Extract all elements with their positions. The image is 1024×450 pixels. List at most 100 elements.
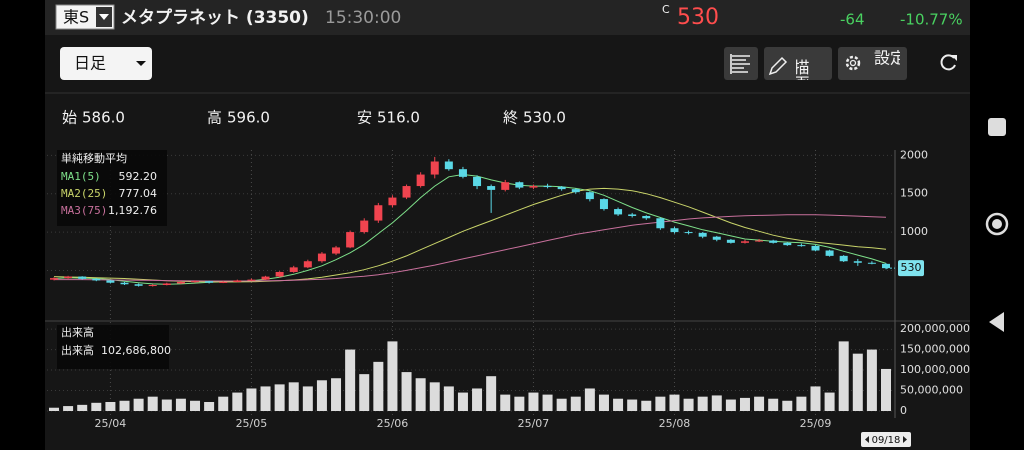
candle-body <box>811 245 820 251</box>
volume-bar <box>204 401 215 411</box>
legend-value: 777.04 <box>119 187 158 200</box>
ohlc-value: 530.0 <box>523 109 566 127</box>
volume-bar <box>147 396 158 411</box>
price: 530 <box>677 5 719 30</box>
chart: 500100015002000050,000,000100,000,000150… <box>45 148 970 447</box>
legend-name: MA1(5) <box>61 170 101 183</box>
candle-body <box>839 255 848 262</box>
ohlc-row: 始 586.0 高 596.0 安 516.0 終 530.0 <box>62 109 566 127</box>
candle-body <box>233 280 242 282</box>
volume-tick-label: 0 <box>900 404 907 417</box>
nav-home[interactable] <box>985 212 1009 236</box>
volume-bar <box>556 398 567 411</box>
volume-bar <box>697 396 708 411</box>
volume-bar <box>514 396 525 411</box>
volume-bar <box>810 386 821 411</box>
settings-button[interactable]: 設定 <box>838 47 907 80</box>
volume-bar <box>415 378 426 411</box>
draw-button[interactable]: 描画 <box>764 47 832 91</box>
ohlc-label: 始 <box>62 109 77 127</box>
nav-back[interactable] <box>989 312 1004 332</box>
candle-body <box>64 276 73 279</box>
candle-body <box>374 205 383 221</box>
candle-body <box>78 276 87 279</box>
volume-bar <box>302 386 313 411</box>
candle-body <box>275 271 284 277</box>
refresh-arrow <box>951 55 957 61</box>
volume-title: 出来高 <box>61 325 94 339</box>
volume-bar <box>105 401 116 411</box>
candle-body <box>797 245 806 247</box>
volume-total: 102,686,800 <box>101 344 171 357</box>
volume-name: 出来高 <box>61 343 94 357</box>
volume-bar <box>387 341 398 411</box>
ohlc-label: 安 <box>357 109 372 127</box>
volume-bar <box>683 398 694 411</box>
candle-body <box>882 263 890 269</box>
volume-bar <box>77 404 88 411</box>
candle-body <box>585 192 594 200</box>
volume-bar <box>429 382 440 411</box>
candle-body <box>670 228 679 233</box>
candle-body <box>740 241 749 243</box>
candle-body <box>628 214 637 216</box>
settings-label-clip: 設定 <box>874 49 900 68</box>
ma-line <box>54 214 887 282</box>
volume-bar <box>570 396 581 411</box>
volume-bar <box>316 380 327 411</box>
x-tick-label: 25/05 <box>236 417 268 430</box>
volume-bar <box>739 397 750 411</box>
refresh-button[interactable] <box>940 54 957 71</box>
candle-body <box>247 279 256 281</box>
candle-body <box>599 199 608 210</box>
period-select[interactable]: 日足 <box>60 47 152 80</box>
cursor-date: 09/18 <box>872 435 901 446</box>
market-arrow <box>99 14 109 20</box>
volume-bar <box>852 353 863 411</box>
nav-recent[interactable] <box>988 118 1006 136</box>
cursor-right <box>903 436 907 443</box>
volume-bar <box>613 398 624 411</box>
candle-body <box>191 281 200 283</box>
volume-bar <box>175 398 186 411</box>
candle-body <box>684 232 693 234</box>
draw-label: 描画 <box>791 59 810 91</box>
volume-bar <box>768 398 779 411</box>
volume-bar <box>598 394 609 411</box>
market: 東S <box>63 8 89 27</box>
y-tick-label: 2000 <box>900 148 928 161</box>
button-bg <box>764 47 832 80</box>
gear-icon <box>845 55 861 71</box>
candle-body <box>487 186 496 190</box>
indicator-button[interactable] <box>724 47 758 80</box>
volume-bar <box>641 400 652 411</box>
volume-legend-box <box>57 325 169 369</box>
candle-body <box>261 276 270 280</box>
ma-line <box>53 173 887 285</box>
volume-bar <box>288 382 299 411</box>
market-select[interactable]: 東S <box>55 4 115 30</box>
last-price-label: 530 <box>901 261 922 274</box>
volume-bar <box>655 396 666 411</box>
volume-bar <box>331 378 342 411</box>
candle-body <box>571 189 580 193</box>
candle-body <box>176 281 185 284</box>
legend-name: MA3(75) <box>61 204 107 217</box>
volume-bar <box>711 395 722 411</box>
candle-body <box>205 281 214 283</box>
candle-body <box>134 284 143 286</box>
period-box <box>60 47 152 80</box>
legend-value: 592.20 <box>119 170 158 183</box>
ohlc-value: 586.0 <box>82 109 125 127</box>
volume-bar <box>91 402 102 411</box>
button-bg <box>838 47 907 80</box>
price-flag: C <box>662 3 670 16</box>
period-arrow <box>136 61 146 66</box>
y-tick-label: 1000 <box>900 225 928 238</box>
ma-legend-title: 単純移動平均 <box>61 151 127 165</box>
volume-bar <box>796 396 807 411</box>
volume-bar <box>133 398 144 411</box>
volume-bar <box>866 349 877 411</box>
